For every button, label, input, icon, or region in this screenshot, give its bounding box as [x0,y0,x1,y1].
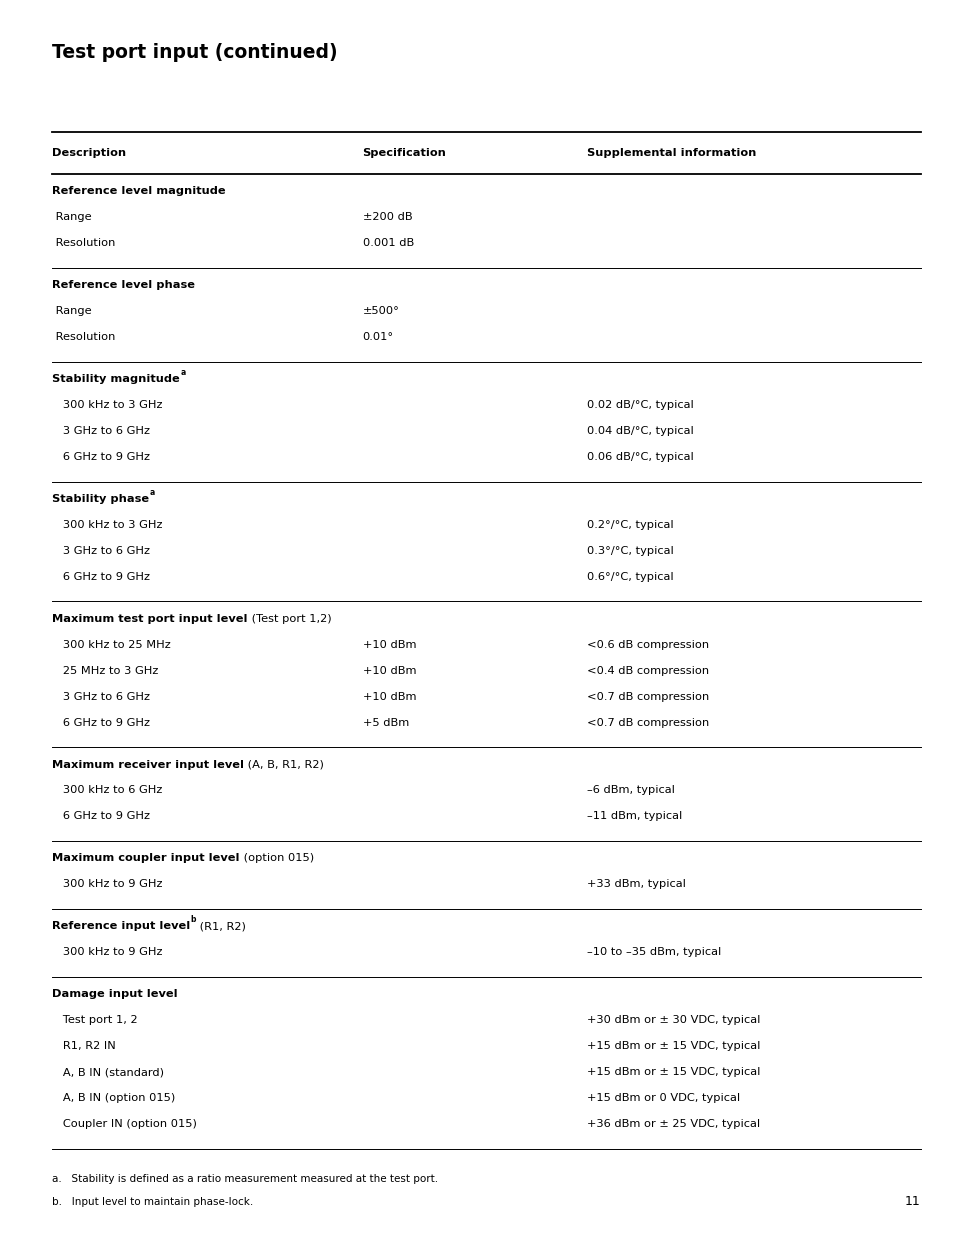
Text: (option 015): (option 015) [240,853,314,863]
Text: Coupler IN (option 015): Coupler IN (option 015) [52,1119,197,1129]
Text: 0.001 dB: 0.001 dB [362,238,414,248]
Text: b: b [191,915,196,924]
Text: Test port 1, 2: Test port 1, 2 [52,1015,138,1025]
Text: –6 dBm, typical: –6 dBm, typical [586,785,674,795]
Text: (R1, R2): (R1, R2) [196,921,246,931]
Text: 300 kHz to 9 GHz: 300 kHz to 9 GHz [52,947,163,957]
Text: ±500°: ±500° [362,306,399,316]
Text: <0.7 dB compression: <0.7 dB compression [586,692,708,701]
Text: Description: Description [52,148,127,158]
Text: 3 GHz to 6 GHz: 3 GHz to 6 GHz [52,692,151,701]
Text: <0.4 dB compression: <0.4 dB compression [586,666,708,676]
Text: +15 dBm or 0 VDC, typical: +15 dBm or 0 VDC, typical [586,1093,740,1103]
Text: 0.3°/°C, typical: 0.3°/°C, typical [586,546,673,556]
Text: Damage input level: Damage input level [52,989,178,999]
Text: Reference input level: Reference input level [52,921,191,931]
Text: +15 dBm or ± 15 VDC, typical: +15 dBm or ± 15 VDC, typical [586,1067,760,1077]
Text: +15 dBm or ± 15 VDC, typical: +15 dBm or ± 15 VDC, typical [586,1041,760,1051]
Text: b.   Input level to maintain phase-lock.: b. Input level to maintain phase-lock. [52,1197,253,1207]
Text: a: a [180,368,185,377]
Text: +10 dBm: +10 dBm [362,640,416,650]
Text: 0.2°/°C, typical: 0.2°/°C, typical [586,520,673,530]
Text: 3 GHz to 6 GHz: 3 GHz to 6 GHz [52,426,151,436]
Text: +10 dBm: +10 dBm [362,666,416,676]
Text: Specification: Specification [362,148,446,158]
Text: (A, B, R1, R2): (A, B, R1, R2) [244,760,324,769]
Text: R1, R2 IN: R1, R2 IN [52,1041,116,1051]
Text: ±200 dB: ±200 dB [362,212,412,222]
Text: Maximum receiver input level: Maximum receiver input level [52,760,244,769]
Text: Reference level magnitude: Reference level magnitude [52,186,226,196]
Text: 6 GHz to 9 GHz: 6 GHz to 9 GHz [52,452,151,462]
Text: –10 to –35 dBm, typical: –10 to –35 dBm, typical [586,947,720,957]
Text: Reference level phase: Reference level phase [52,280,195,290]
Text: 300 kHz to 3 GHz: 300 kHz to 3 GHz [52,400,163,410]
Text: Maximum test port input level: Maximum test port input level [52,614,248,624]
Text: Supplemental information: Supplemental information [586,148,756,158]
Text: Resolution: Resolution [52,332,115,342]
Text: 300 kHz to 6 GHz: 300 kHz to 6 GHz [52,785,163,795]
Text: 0.01°: 0.01° [362,332,394,342]
Text: 0.02 dB/°C, typical: 0.02 dB/°C, typical [586,400,693,410]
Text: a: a [150,488,154,496]
Text: +30 dBm or ± 30 VDC, typical: +30 dBm or ± 30 VDC, typical [586,1015,760,1025]
Text: A, B IN (option 015): A, B IN (option 015) [52,1093,175,1103]
Text: 300 kHz to 3 GHz: 300 kHz to 3 GHz [52,520,163,530]
Text: –11 dBm, typical: –11 dBm, typical [586,811,681,821]
Text: +5 dBm: +5 dBm [362,718,408,727]
Text: (Test port 1,2): (Test port 1,2) [248,614,332,624]
Text: +33 dBm, typical: +33 dBm, typical [586,879,685,889]
Text: 300 kHz to 25 MHz: 300 kHz to 25 MHz [52,640,171,650]
Text: a.   Stability is defined as a ratio measurement measured at the test port.: a. Stability is defined as a ratio measu… [52,1174,438,1184]
Text: 0.6°/°C, typical: 0.6°/°C, typical [586,572,673,582]
Text: 6 GHz to 9 GHz: 6 GHz to 9 GHz [52,718,151,727]
Text: Stability phase: Stability phase [52,494,150,504]
Text: <0.6 dB compression: <0.6 dB compression [586,640,708,650]
Text: Range: Range [52,212,92,222]
Text: 6 GHz to 9 GHz: 6 GHz to 9 GHz [52,811,151,821]
Text: 0.04 dB/°C, typical: 0.04 dB/°C, typical [586,426,693,436]
Text: Test port input (continued): Test port input (continued) [52,43,337,62]
Text: 25 MHz to 3 GHz: 25 MHz to 3 GHz [52,666,159,676]
Text: 6 GHz to 9 GHz: 6 GHz to 9 GHz [52,572,151,582]
Text: A, B IN (standard): A, B IN (standard) [52,1067,164,1077]
Text: Resolution: Resolution [52,238,115,248]
Text: Range: Range [52,306,92,316]
Text: 0.06 dB/°C, typical: 0.06 dB/°C, typical [586,452,693,462]
Text: +36 dBm or ± 25 VDC, typical: +36 dBm or ± 25 VDC, typical [586,1119,759,1129]
Text: 3 GHz to 6 GHz: 3 GHz to 6 GHz [52,546,151,556]
Text: 300 kHz to 9 GHz: 300 kHz to 9 GHz [52,879,163,889]
Text: Maximum coupler input level: Maximum coupler input level [52,853,240,863]
Text: <0.7 dB compression: <0.7 dB compression [586,718,708,727]
Text: +10 dBm: +10 dBm [362,692,416,701]
Text: 11: 11 [903,1194,920,1208]
Text: Stability magnitude: Stability magnitude [52,374,180,384]
